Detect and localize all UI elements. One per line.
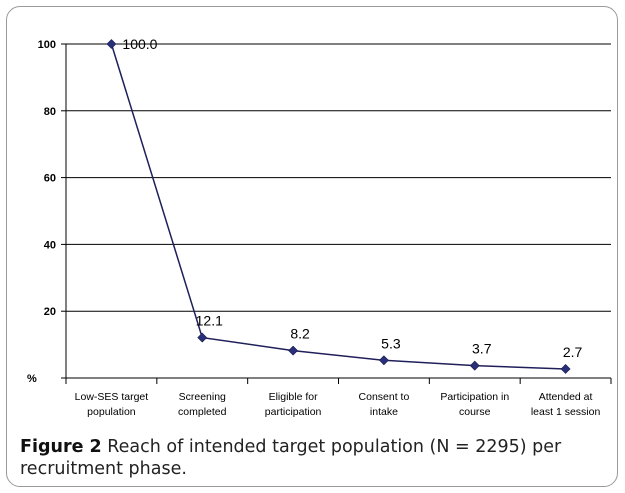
x-tick-label: Consent to intake xyxy=(359,391,410,418)
figure-caption: Figure 2 Reach of intended target popula… xyxy=(20,436,618,480)
figure-frame xyxy=(6,6,618,487)
x-tick-label: Attended at least 1 session xyxy=(531,391,601,418)
data-label: 12.1 xyxy=(196,313,223,329)
x-tick-label: Low-SES target population xyxy=(75,391,149,418)
data-label: 3.7 xyxy=(472,341,492,357)
y-tick-label: 100 xyxy=(38,39,56,51)
data-label: 2.7 xyxy=(563,344,583,360)
data-point xyxy=(288,345,299,356)
figure-label: Figure 2 xyxy=(20,437,102,457)
data-point xyxy=(560,364,571,374)
data-point xyxy=(378,355,389,366)
data-label: 8.2 xyxy=(290,326,310,342)
data-markers xyxy=(106,39,571,374)
x-tick-label: Participation in course xyxy=(440,391,509,418)
x-tick-label: Screening completed xyxy=(178,391,227,418)
gridlines xyxy=(66,43,611,312)
data-label: 5.3 xyxy=(381,335,401,351)
y-tick-label: 40 xyxy=(44,239,56,251)
data-point xyxy=(197,332,208,343)
y-tick-labels: 20 40 60 80 100 xyxy=(38,39,56,318)
data-label: 100.0 xyxy=(122,36,157,52)
data-point xyxy=(106,39,117,49)
line-chart: 20 40 60 80 100 Low-SES target population Scre… xyxy=(27,36,612,418)
y-tick-label: 60 xyxy=(44,173,56,185)
x-tick-label: Eligible for participation xyxy=(265,391,322,418)
caption-text: Reach of intended target population (N =… xyxy=(20,437,562,479)
data-labels: 100.0 12.1 8.2 5.3 3.7 2.7 xyxy=(122,36,582,360)
y-axis-label: % xyxy=(27,373,37,385)
series-line xyxy=(110,43,566,370)
axes xyxy=(61,43,612,384)
x-tick-labels: Low-SES target population Screening complet… xyxy=(75,391,601,418)
data-point xyxy=(469,360,480,371)
series-line-layer xyxy=(110,43,566,370)
y-tick-label: 80 xyxy=(44,106,56,118)
y-tick-label: 20 xyxy=(44,306,56,318)
